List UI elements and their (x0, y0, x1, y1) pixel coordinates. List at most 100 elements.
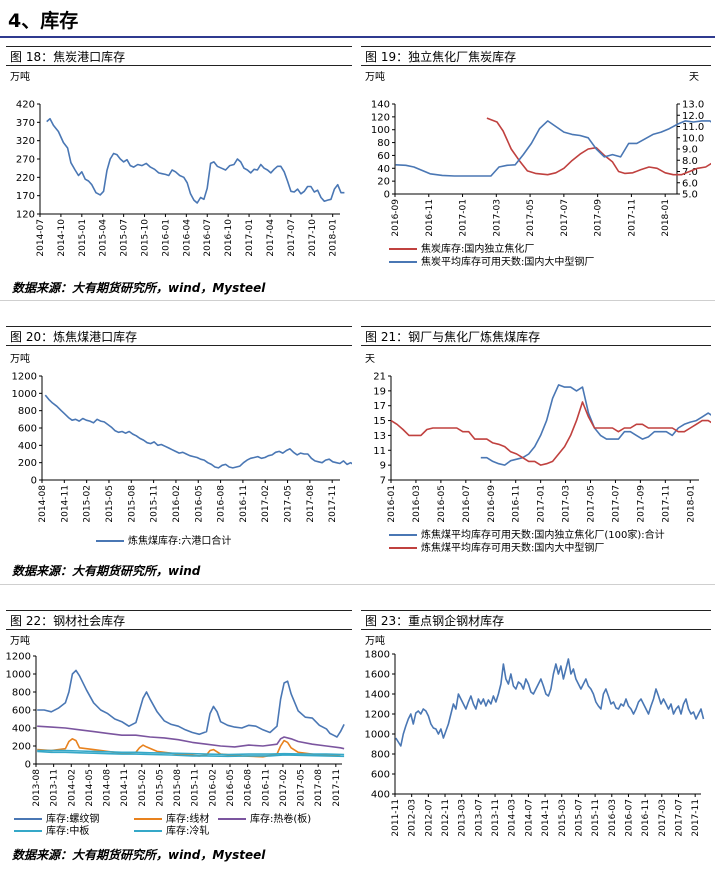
y-tick-label: 1000 (12, 389, 37, 400)
legend-label: 炼焦煤平均库存可用天数:国内大中型钢厂 (421, 541, 604, 554)
y2-tick-label: 7.0 (682, 167, 698, 178)
y-tick-label: 420 (16, 100, 35, 111)
x-tick-label: 2016-10 (224, 219, 234, 257)
x-tick-label: 2012-03 (408, 799, 418, 837)
y2-tick-label: 6.0 (682, 178, 698, 189)
y-tick-label: 220 (16, 173, 35, 184)
x-tick-label: 2017-07 (674, 799, 684, 837)
y-tick-label: 1200 (6, 652, 31, 663)
x-tick-label: 2017-11 (332, 769, 342, 807)
y-tick-label: 170 (16, 191, 35, 202)
section-title: 4、库存 (8, 10, 79, 32)
y-tick-label: 1000 (365, 730, 390, 741)
legend-label: 焦炭库存:国内独立焦化厂 (421, 242, 534, 255)
x-tick-label: 2016-05 (437, 485, 447, 523)
fig21-panel: 图 21：钢厂与焦化厂炼焦煤库存 天 7 9 11 13 15 17 19 21 2016-01 2… (361, 326, 711, 558)
fig18-panel: 图 18：焦炭港口库存 万吨 120 170 220 270 320 370 420 2014-… (6, 46, 352, 276)
x-tick-label: 2017-02 (279, 769, 289, 807)
x-tick-label: 2014-11 (60, 485, 70, 523)
x-tick-label: 2014-07 (36, 219, 46, 257)
series-line-2 (390, 401, 711, 466)
y-axis-unit-label: 天 (365, 354, 375, 365)
x-tick-label: 2017-09 (636, 485, 646, 523)
y-tick-label: 19 (373, 386, 386, 397)
y-tick-label: 800 (12, 688, 31, 699)
x-tick-label: 2016-08 (217, 485, 227, 523)
x-tick-label: 2015-08 (173, 769, 183, 807)
y-tick-label: 600 (18, 424, 37, 435)
x-tick-label: 2013-11 (491, 799, 501, 837)
series-line-3 (37, 725, 345, 750)
x-tick-label: 2014-05 (85, 769, 95, 807)
source-note-2: 数据来源：大有期货研究所，wind (12, 564, 201, 578)
y2-tick-label: 12.0 (682, 111, 704, 122)
source-note-3: 数据来源：大有期货研究所，wind，Mysteel (12, 848, 266, 862)
x-tick-label: 2017-07 (287, 219, 297, 257)
legend-label: 库存:冷轧 (166, 824, 209, 837)
x-tick-label: 2016-11 (261, 769, 271, 807)
x-tick-label: 2015-11 (591, 799, 601, 837)
series-line-1 (37, 669, 345, 738)
y-tick-label: 600 (371, 770, 390, 781)
y-tick-label: 1200 (365, 710, 390, 721)
series-line-1 (46, 117, 345, 204)
fig20-chart: 万吨 0 200 400 600 800 1000 1200 2014-08 2014-11 201… (10, 352, 352, 547)
x-tick-label: 2017-01 (537, 485, 547, 523)
fig19-caption: 图 19：独立焦化厂焦炭库存 (361, 46, 711, 66)
x-tick-label: 2011-11 (391, 799, 401, 837)
legend-label: 炼焦煤平均库存可用天数:国内独立焦化厂(100家):合计 (421, 528, 665, 541)
x-tick-label: 2012-11 (441, 799, 451, 837)
x-tick-label: 2017-10 (308, 219, 318, 257)
y-tick-label: 0 (384, 190, 390, 201)
x-tick-label: 2014-07 (524, 799, 534, 837)
x-tick-label: 2013-11 (50, 769, 60, 807)
y-tick-label: 200 (12, 742, 31, 753)
y-tick-label: 200 (18, 458, 37, 469)
divider-1 (0, 300, 715, 301)
x-tick-label: 2018-01 (329, 219, 339, 257)
y-tick-label: 11 (373, 446, 386, 457)
y2-tick-label: 9.0 (682, 145, 698, 156)
x-tick-label: 2016-07 (624, 799, 634, 837)
fig22-panel: 图 22：钢材社会库存 万吨 0 200 400 600 800 1000 1200 2013-… (6, 610, 352, 842)
source-note-1: 数据来源：大有期货研究所，wind，Mysteel (12, 281, 266, 295)
series-line-1 (395, 658, 705, 747)
fig21-chart: 天 7 9 11 13 15 17 19 21 2016-01 2016-03 2016-05 2016… (365, 354, 711, 554)
x-tick-label: 2017-11 (328, 485, 338, 523)
x-tick-label: 2016-02 (208, 769, 218, 807)
y-tick-label: 320 (16, 136, 35, 147)
x-tick-label: 2015-05 (105, 485, 115, 523)
y-tick-label: 15 (373, 416, 386, 427)
x-tick-label: 2017-05 (587, 485, 597, 523)
x-tick-label: 2018-01 (686, 485, 696, 523)
y-tick-label: 21 (373, 372, 386, 383)
y-tick-label: 0 (25, 760, 31, 771)
y-tick-label: 40 (377, 164, 390, 175)
x-tick-label: 2014-03 (508, 799, 518, 837)
fig23-caption: 图 23：重点钢企钢材库存 (361, 610, 711, 630)
x-tick-label: 2015-10 (141, 219, 151, 257)
legend-label: 库存:热卷(板) (250, 812, 311, 825)
series-line-1 (480, 384, 711, 466)
x-tick-label: 2015-01 (78, 219, 88, 257)
x-tick-label: 2017-05 (526, 199, 536, 237)
y-tick-label: 400 (12, 724, 31, 735)
x-tick-label: 2017-08 (306, 485, 316, 523)
y-tick-label: 1400 (365, 690, 390, 701)
x-tick-label: 2013-03 (458, 799, 468, 837)
divider-2 (0, 584, 715, 585)
y-tick-label: 1800 (365, 650, 390, 661)
fig20-caption: 图 20：炼焦煤港口库存 (6, 326, 352, 346)
fig20-panel: 图 20：炼焦煤港口库存 万吨 0 200 400 600 800 1000 1200 2014… (6, 326, 352, 558)
x-tick-label: 2014-11 (120, 769, 130, 807)
x-tick-label: 2016-07 (462, 485, 472, 523)
x-tick-label: 2015-05 (155, 769, 165, 807)
fig23-panel: 图 23：重点钢企钢材库存 万吨 400 600 800 1000 1200 1400 160… (361, 610, 711, 842)
fig21-caption: 图 21：钢厂与焦化厂炼焦煤库存 (361, 326, 711, 346)
x-tick-label: 2016-03 (608, 799, 618, 837)
x-tick-label: 2015-03 (558, 799, 568, 837)
x-tick-label: 2014-08 (103, 769, 113, 807)
x-tick-label: 2017-09 (594, 199, 604, 237)
x-tick-label: 2016-11 (512, 485, 522, 523)
y-tick-label: 800 (371, 750, 390, 761)
